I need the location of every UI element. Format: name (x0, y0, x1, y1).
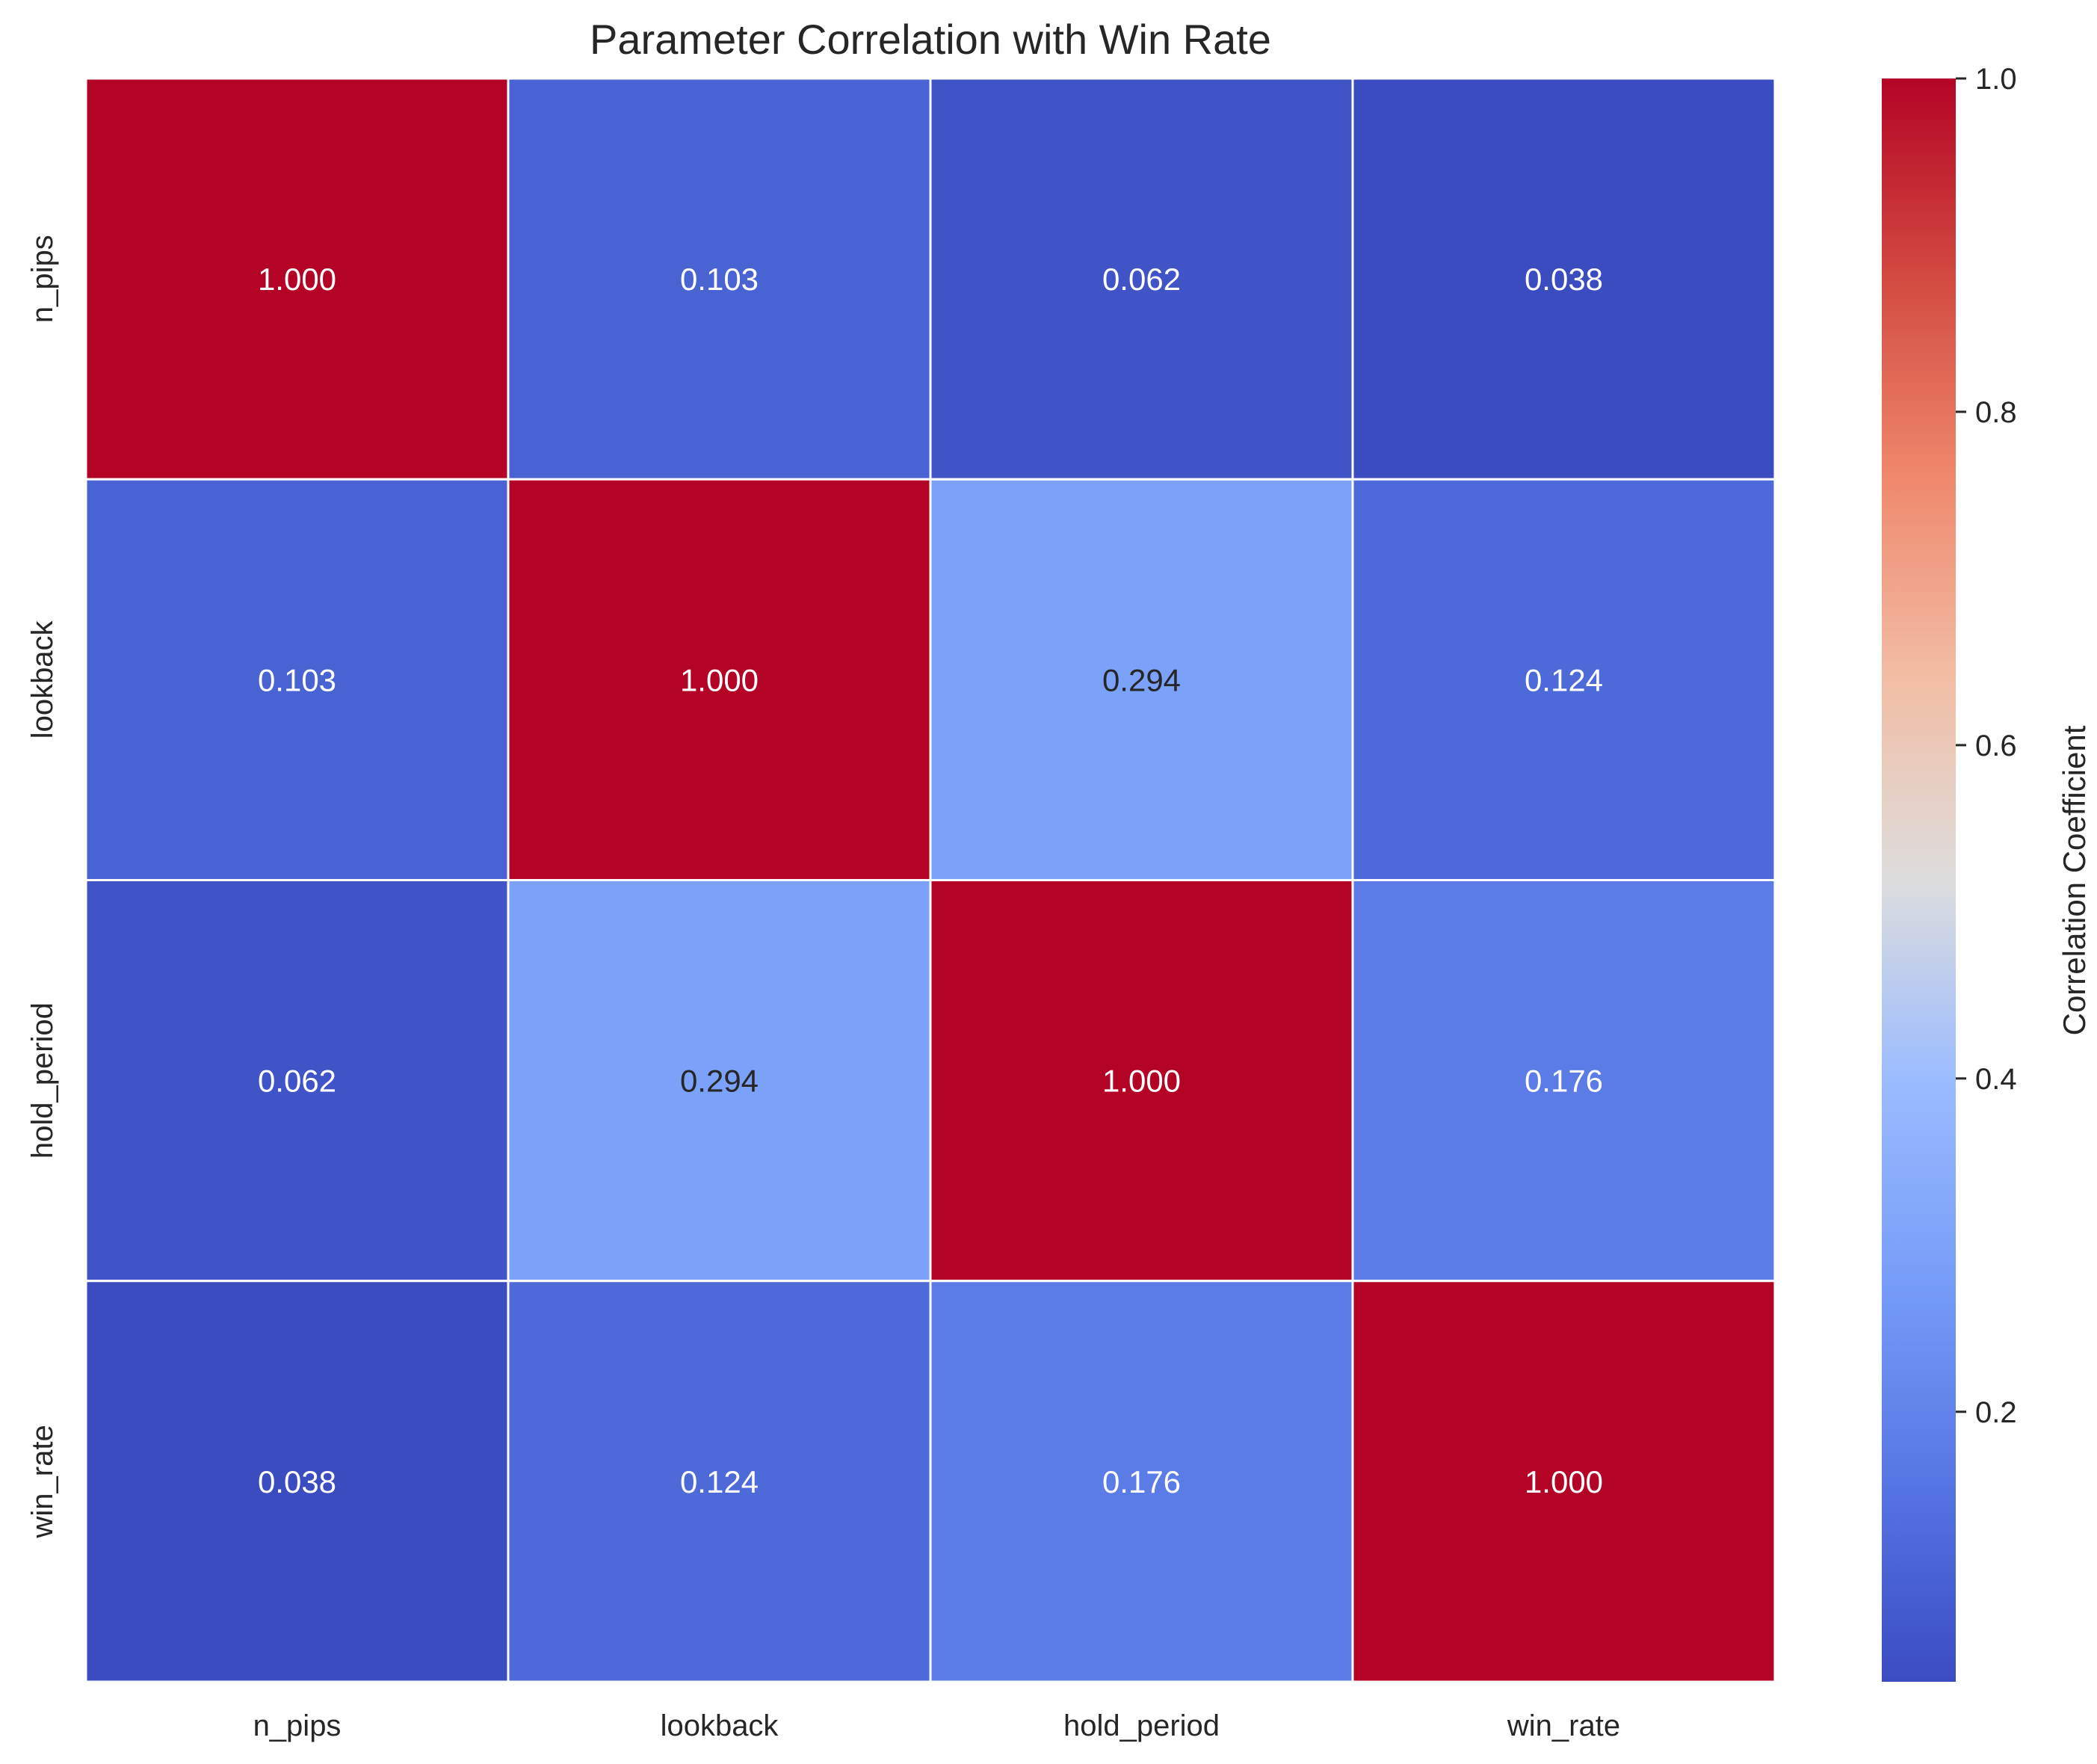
cell-value-label: 1.000 (680, 662, 759, 697)
x-tick-label: lookback (661, 1709, 779, 1742)
colorbar-tick-label: 0.4 (1975, 1063, 2017, 1096)
heatmap-cell-win_rate-hold_period (929, 1280, 1354, 1683)
y-axis: n_pips lookback hold_period win_rate (26, 235, 59, 1538)
cell-value-label: 0.062 (1102, 262, 1181, 297)
heatmap-cell-n_pips-hold_period (929, 77, 1354, 481)
heatmap-cell-labels: 1.000 0.103 0.062 0.038 0.103 1.000 0.294 0.124… (258, 262, 1603, 1499)
cell-value-label: 0.062 (258, 1064, 336, 1099)
colorbar-tick-label: 0.8 (1975, 396, 2017, 429)
y-tick-label: win_rate (26, 1425, 59, 1538)
heatmap-cell-n_pips-win_rate (1351, 77, 1776, 481)
cell-value-label: 0.176 (1102, 1464, 1181, 1499)
cell-value-label: 1.000 (1525, 1464, 1603, 1499)
cell-value-label: 1.000 (258, 262, 336, 297)
heatmap-cell-hold_period-lookback (507, 879, 932, 1283)
cell-value-label: 0.038 (258, 1464, 336, 1499)
cell-value-label: 1.000 (1102, 1064, 1181, 1099)
heatmap-cell-lookback-n_pips (84, 478, 510, 881)
cell-value-label: 0.124 (680, 1464, 759, 1499)
heatmap-cells (84, 77, 1776, 1683)
x-axis: n_pips lookback hold_period win_rate (253, 1709, 1621, 1742)
colorbar-tick-label: 0.2 (1975, 1396, 2017, 1429)
colorbar-ticks: 0.2 0.4 0.6 0.8 1.0 (1956, 63, 2017, 1429)
cell-value-label: 0.294 (1102, 662, 1181, 697)
heatmap-cell-n_pips-n_pips (84, 77, 510, 481)
x-tick-label: n_pips (253, 1709, 342, 1742)
cell-value-label: 0.124 (1525, 662, 1603, 697)
y-tick-label: hold_period (26, 1002, 59, 1159)
heatmap-cell-lookback-win_rate (1351, 478, 1776, 881)
heatmap-cell-n_pips-lookback (507, 77, 932, 481)
colorbar-tick-label: 1.0 (1975, 63, 2017, 96)
x-tick-label: hold_period (1063, 1709, 1220, 1742)
cell-value-label: 0.103 (680, 262, 759, 297)
cell-value-label: 0.038 (1525, 262, 1603, 297)
heatmap-cell-lookback-lookback (507, 478, 932, 881)
cell-value-label: 0.176 (1525, 1064, 1603, 1099)
heatmap-cell-win_rate-lookback (507, 1280, 932, 1683)
heatmap-cell-win_rate-win_rate (1351, 1280, 1776, 1683)
heatmap-cell-hold_period-win_rate (1351, 879, 1776, 1283)
heatmap-cell-win_rate-n_pips (84, 1280, 510, 1683)
colorbar-gradient (1882, 78, 1956, 1682)
colorbar: 0.2 0.4 0.6 0.8 1.0 Correlation Coefficient (1882, 63, 2092, 1682)
colorbar-tick-label: 0.6 (1975, 730, 2017, 762)
colorbar-label: Correlation Coefficient (2057, 725, 2092, 1035)
heatmap-cell-lookback-hold_period (929, 478, 1354, 881)
chart-title: Parameter Correlation with Win Rate (590, 16, 1271, 63)
y-tick-label: n_pips (26, 235, 59, 323)
y-tick-label: lookback (26, 620, 59, 738)
x-tick-label: win_rate (1507, 1709, 1620, 1742)
cell-value-label: 0.103 (258, 662, 336, 697)
cell-value-label: 0.294 (680, 1064, 759, 1099)
